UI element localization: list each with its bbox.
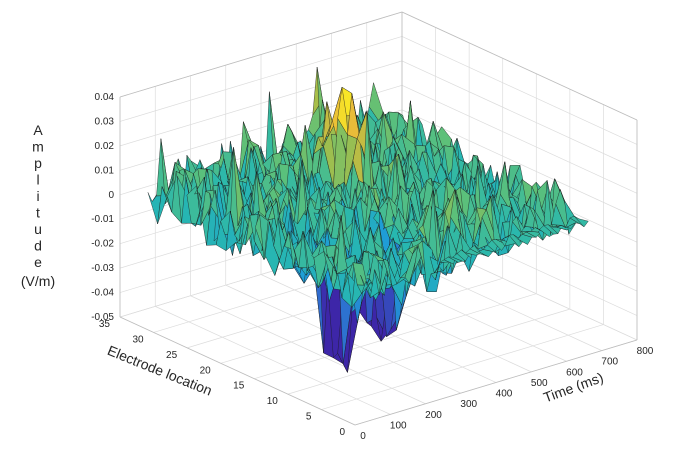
z-tick-label: -0.03 <box>91 263 114 274</box>
z-label-letter: d <box>34 238 42 254</box>
z-tick-label: 0.04 <box>95 92 115 103</box>
axis-line-x <box>354 339 638 426</box>
z-tick-label: -0.04 <box>91 288 114 299</box>
x-tick-label: 100 <box>390 420 407 431</box>
y-axis-label: Electrode location <box>105 342 214 399</box>
x-tick-label: 800 <box>637 346 654 357</box>
y-tick-label: 15 <box>233 381 245 392</box>
wall-grid-line <box>119 60 403 147</box>
wall-grid-line <box>119 36 403 122</box>
wall-grid-line <box>401 60 638 170</box>
z-label-letter: p <box>34 155 42 171</box>
z-tick-label: 0.02 <box>95 141 115 152</box>
surface-patch <box>574 215 589 228</box>
z-tick-label: -0.05 <box>91 312 114 323</box>
wall-grid-line <box>401 36 638 145</box>
y-tick-label: 30 <box>132 334 144 345</box>
z-label-letter: m <box>32 139 44 155</box>
z-label-letter: u <box>34 221 42 237</box>
box-edge <box>119 11 403 98</box>
floor-grid-line <box>321 324 604 410</box>
x-tick-label: 600 <box>566 367 583 378</box>
y-tick-label: 0 <box>339 427 345 438</box>
floor-grid-line <box>190 295 426 405</box>
y-tick-label: 35 <box>99 319 111 330</box>
x-tick-label: 400 <box>496 389 513 400</box>
z-tick-label: 0.03 <box>95 116 115 127</box>
z-label-letter: l <box>36 172 39 188</box>
surface-mesh <box>147 66 589 374</box>
box-edge <box>401 11 638 121</box>
axis-line-y <box>119 316 356 426</box>
z-label-letter: t <box>36 205 40 221</box>
tick-labels: 0 100 200 300 400 500 600 700 800 0 5 10 15 20 25 30 35 0… <box>91 92 654 442</box>
axes-grid <box>119 11 638 426</box>
x-tick-label: 300 <box>460 399 477 410</box>
z-label-letter: i <box>36 188 39 204</box>
z-tick-label: -0.02 <box>91 239 114 250</box>
x-tick-label: 700 <box>601 357 618 368</box>
z-label-letter: A <box>33 122 43 138</box>
x-tick-label: 500 <box>531 378 548 389</box>
y-tick-label: 5 <box>306 412 312 423</box>
z-tick-label: 0 <box>108 190 114 201</box>
wall-grid-line <box>401 85 638 194</box>
z-label-letter: e <box>34 254 42 270</box>
wall-grid-line <box>119 84 403 171</box>
floor-grid-line <box>155 306 391 415</box>
floor-grid-line <box>254 293 537 380</box>
z-tick-label: -0.01 <box>91 214 114 225</box>
y-tick-label: 10 <box>267 396 279 407</box>
z-tick-label: 0.01 <box>95 165 115 176</box>
y-tick-label: 20 <box>200 365 212 376</box>
x-tick-label: 0 <box>360 431 366 442</box>
floor-grid-line <box>220 277 503 364</box>
x-tick-label: 200 <box>425 410 442 421</box>
z-label-unit: (V/m) <box>21 273 55 289</box>
floor-grid-line <box>287 308 570 395</box>
y-tick-label: 25 <box>166 350 178 361</box>
